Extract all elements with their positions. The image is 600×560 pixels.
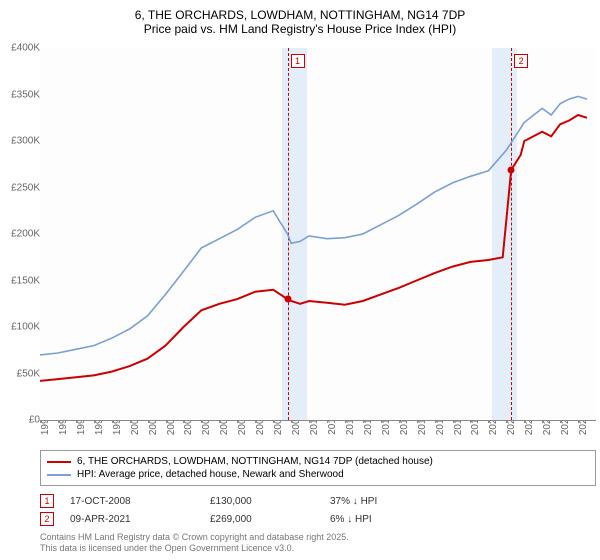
y-tick-label: £350K bbox=[4, 89, 40, 100]
y-tick-label: £200K bbox=[4, 229, 40, 240]
event-delta: 6% ↓ HPI bbox=[330, 514, 450, 525]
event-table: 1 17-OCT-2008 £130,000 37% ↓ HPI 2 09-AP… bbox=[40, 492, 596, 528]
title-line-1: 6, THE ORCHARDS, LOWDHAM, NOTTINGHAM, NG… bbox=[0, 8, 600, 22]
event-marker-icon: 1 bbox=[40, 494, 54, 508]
x-axis-line bbox=[40, 420, 596, 421]
legend: 6, THE ORCHARDS, LOWDHAM, NOTTINGHAM, NG… bbox=[40, 450, 596, 486]
title-line-2: Price paid vs. HM Land Registry's House … bbox=[0, 22, 600, 36]
data-point-marker bbox=[284, 296, 291, 303]
footer: Contains HM Land Registry data © Crown c… bbox=[40, 532, 349, 554]
chart-container: 6, THE ORCHARDS, LOWDHAM, NOTTINGHAM, NG… bbox=[0, 0, 600, 560]
y-tick-label: £400K bbox=[4, 43, 40, 54]
event-delta: 37% ↓ HPI bbox=[330, 496, 450, 507]
event-price: £130,000 bbox=[210, 496, 330, 507]
event-date: 17-OCT-2008 bbox=[70, 496, 210, 507]
legend-label: 6, THE ORCHARDS, LOWDHAM, NOTTINGHAM, NG… bbox=[77, 456, 433, 467]
y-tick-label: £300K bbox=[4, 136, 40, 147]
event-marker-icon: 2 bbox=[40, 512, 54, 526]
legend-item-hpi: HPI: Average price, detached house, Newa… bbox=[47, 468, 589, 481]
event-row: 1 17-OCT-2008 £130,000 37% ↓ HPI bbox=[40, 492, 596, 510]
y-tick-label: £250K bbox=[4, 182, 40, 193]
chart-title: 6, THE ORCHARDS, LOWDHAM, NOTTINGHAM, NG… bbox=[0, 0, 600, 40]
event-price: £269,000 bbox=[210, 514, 330, 525]
line-series bbox=[40, 48, 596, 420]
footer-line-1: Contains HM Land Registry data © Crown c… bbox=[40, 532, 349, 543]
event-date: 09-APR-2021 bbox=[70, 514, 210, 525]
series-line-price_paid bbox=[40, 115, 587, 381]
plot-area: 12 bbox=[40, 48, 596, 420]
y-tick-label: £50K bbox=[4, 368, 40, 379]
legend-swatch bbox=[47, 461, 71, 463]
y-tick-label: £0 bbox=[4, 415, 40, 426]
legend-swatch bbox=[47, 474, 71, 476]
y-tick-label: £100K bbox=[4, 322, 40, 333]
event-row: 2 09-APR-2021 £269,000 6% ↓ HPI bbox=[40, 510, 596, 528]
footer-line-2: This data is licensed under the Open Gov… bbox=[40, 543, 349, 554]
legend-label: HPI: Average price, detached house, Newa… bbox=[77, 469, 344, 480]
legend-item-price: 6, THE ORCHARDS, LOWDHAM, NOTTINGHAM, NG… bbox=[47, 455, 589, 468]
y-tick-label: £150K bbox=[4, 275, 40, 286]
data-point-marker bbox=[508, 166, 515, 173]
